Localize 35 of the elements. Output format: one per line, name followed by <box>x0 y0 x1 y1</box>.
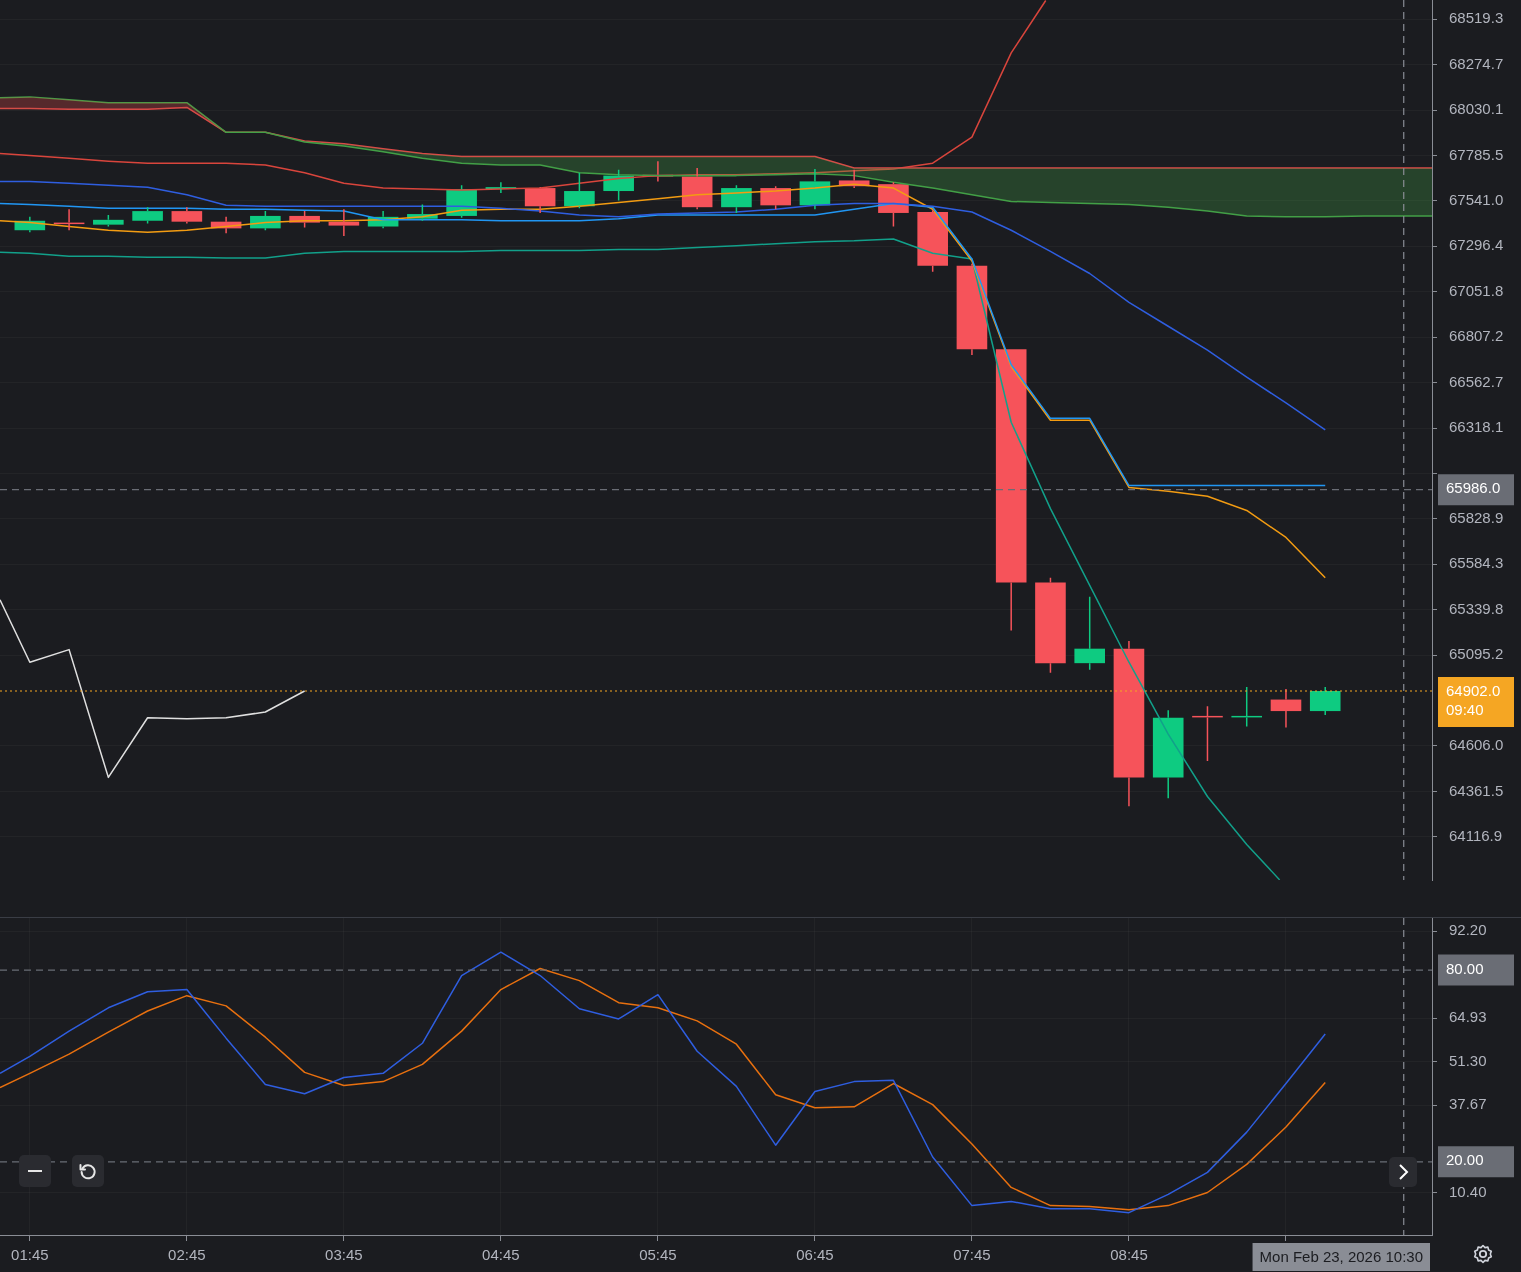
x-tick-label: 06:45 <box>796 1246 834 1264</box>
y-tick-label: 37.67 <box>1449 1095 1487 1113</box>
y-tick-label: 65584.3 <box>1449 554 1504 572</box>
x-tick-label: 08:45 <box>1110 1246 1148 1264</box>
y-tick-label: 66807.2 <box>1449 327 1504 345</box>
y-tick-label: 51.30 <box>1449 1051 1487 1069</box>
ref-line-label: 20.00 <box>1446 1151 1484 1169</box>
x-tick-label: 03:45 <box>325 1246 363 1264</box>
y-tick-label: 64116.9 <box>1449 826 1503 844</box>
y-tick-label: 10.40 <box>1449 1182 1487 1200</box>
x-tick-label: 05:45 <box>639 1246 677 1264</box>
x-tick-label: 01:45 <box>11 1246 49 1264</box>
y-tick-label: 66562.7 <box>1449 372 1504 390</box>
x-tick-label: 07:45 <box>953 1246 991 1264</box>
ref-line-label: Mon Feb 23, 2026 10:30 <box>1259 1248 1424 1266</box>
y-tick-label: 67051.8 <box>1449 281 1504 299</box>
y-tick-label: 92.20 <box>1449 921 1487 939</box>
y-tick-label: 68030.1 <box>1449 100 1504 118</box>
y-tick-label: 64606.0 <box>1449 736 1504 754</box>
y-tick-label: 68274.7 <box>1449 54 1504 72</box>
x-tick-label: 04:45 <box>482 1246 520 1264</box>
y-tick-label: 68519.3 <box>1449 9 1504 27</box>
y-tick-label: 67296.4 <box>1449 236 1504 254</box>
y-tick-label: 65339.8 <box>1449 599 1504 617</box>
y-tick-label: 64.93 <box>1449 1008 1487 1026</box>
y-tick-label: 66318.1 <box>1449 418 1504 436</box>
y-tick-label: 67785.5 <box>1449 145 1504 163</box>
x-tick-label: 02:45 <box>168 1246 206 1264</box>
ref-line-label: 65986.0 <box>1446 479 1501 497</box>
ref-line-label: 64902.0 09:40 <box>1446 682 1501 719</box>
y-tick-label: 65095.2 <box>1449 645 1504 663</box>
y-tick-label: 65828.9 <box>1449 509 1504 527</box>
y-tick-label: 64361.5 <box>1449 781 1504 799</box>
y-tick-label: 67541.0 <box>1449 191 1504 209</box>
ref-line-label: 80.00 <box>1446 959 1484 977</box>
